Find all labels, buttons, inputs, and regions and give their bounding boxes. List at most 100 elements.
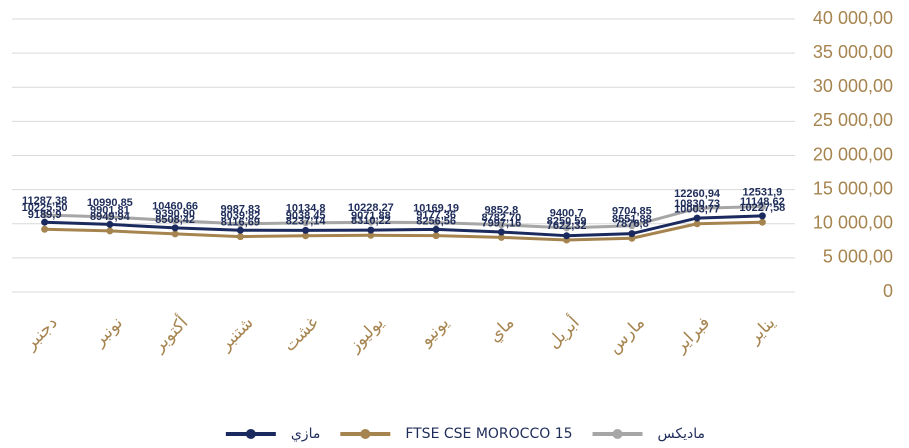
point bbox=[432, 219, 440, 227]
legend-marker bbox=[245, 429, 256, 439]
point bbox=[693, 220, 701, 228]
point bbox=[236, 226, 244, 234]
series-line bbox=[44, 214, 763, 238]
point bbox=[106, 213, 114, 221]
data-label: 8237,14 bbox=[286, 216, 327, 228]
data-label: 10990,85 bbox=[87, 197, 133, 209]
x-tick-label: أكتوبر bbox=[147, 312, 192, 357]
x-tick-label: فبراير bbox=[670, 313, 714, 357]
point bbox=[758, 218, 766, 226]
data-label: 10134,8 bbox=[286, 203, 326, 215]
data-label: 8949,94 bbox=[90, 211, 131, 223]
data-label: 10460,66 bbox=[152, 201, 198, 213]
legend-marker bbox=[612, 429, 623, 439]
data-label: 11287,38 bbox=[22, 195, 67, 207]
legend-label: مازي bbox=[291, 426, 320, 442]
point bbox=[302, 232, 310, 240]
point bbox=[171, 230, 179, 238]
x-tick-label: يناير bbox=[744, 313, 780, 349]
y-tick-label: 30 000,00 bbox=[813, 76, 893, 96]
legend-label: FTSE CSE MOROCCO 15 bbox=[405, 426, 572, 442]
series-line bbox=[44, 220, 763, 242]
y-tick-label: 5 000,00 bbox=[823, 247, 893, 267]
data-label: 10227,58 bbox=[739, 202, 785, 214]
point bbox=[171, 217, 179, 225]
point bbox=[758, 212, 766, 220]
point bbox=[432, 232, 440, 240]
point bbox=[302, 226, 310, 234]
x-tick-label: نونبر bbox=[89, 313, 127, 351]
legend-marker bbox=[360, 429, 371, 439]
x-tick-label: أبريل bbox=[542, 312, 583, 353]
point bbox=[367, 231, 375, 239]
point bbox=[41, 225, 49, 233]
point bbox=[563, 224, 571, 232]
data-label: 7622,32 bbox=[547, 220, 587, 232]
data-label: 7876,8 bbox=[615, 218, 649, 230]
point bbox=[41, 218, 49, 226]
x-tick-label: غشت bbox=[280, 313, 323, 356]
data-label: 12260,94 bbox=[674, 188, 721, 200]
point bbox=[628, 222, 636, 230]
point bbox=[236, 220, 244, 228]
data-label: 9987,83 bbox=[220, 204, 260, 216]
data-label: 10169,19 bbox=[413, 203, 459, 215]
data-label: 8782,70 bbox=[481, 212, 521, 224]
data-label: 12531,9 bbox=[742, 186, 782, 198]
point bbox=[758, 202, 766, 210]
data-label: 8551,88 bbox=[612, 214, 652, 226]
x-tick-label: ماي bbox=[485, 313, 519, 347]
point bbox=[497, 228, 505, 236]
point bbox=[497, 221, 505, 229]
point bbox=[106, 220, 114, 228]
legend-label: ماديكس bbox=[658, 426, 705, 442]
y-tick-label: 25 000,00 bbox=[813, 110, 893, 130]
data-label: 8508,42 bbox=[155, 214, 195, 226]
point bbox=[171, 224, 179, 232]
data-label: 9390,90 bbox=[155, 208, 195, 220]
y-tick-label: 10 000,00 bbox=[813, 213, 893, 233]
data-label: 10003,77 bbox=[674, 204, 720, 216]
point bbox=[236, 233, 244, 241]
data-label: 8310,22 bbox=[351, 215, 391, 227]
data-label: 8250,59 bbox=[547, 216, 587, 228]
point bbox=[693, 204, 701, 212]
data-label: 10225,50 bbox=[22, 202, 68, 214]
point bbox=[367, 226, 375, 234]
x-tick-label: شتنبر bbox=[215, 313, 257, 355]
point bbox=[497, 233, 505, 241]
data-label: 9400,7 bbox=[550, 208, 584, 220]
y-tick-label: 0 bbox=[883, 281, 893, 301]
point bbox=[693, 214, 701, 222]
data-label: 9038,45 bbox=[286, 210, 326, 222]
data-label: 9177,36 bbox=[416, 209, 456, 221]
y-tick-label: 15 000,00 bbox=[813, 178, 893, 198]
data-label: 7997,16 bbox=[481, 217, 521, 229]
data-label: 9071,88 bbox=[351, 210, 391, 222]
data-label: 9901,81 bbox=[90, 204, 130, 216]
point bbox=[302, 219, 310, 227]
point bbox=[563, 232, 571, 240]
data-label: 8116,69 bbox=[221, 217, 260, 229]
data-label: 9189,9 bbox=[28, 209, 62, 221]
data-label: 8256,56 bbox=[416, 216, 456, 228]
data-label: 11148,62 bbox=[740, 196, 785, 208]
y-tick-label: 35 000,00 bbox=[813, 42, 893, 62]
y-tick-label: 40 000,00 bbox=[813, 8, 893, 28]
series-line bbox=[44, 204, 763, 230]
data-label: 9852,8 bbox=[485, 205, 519, 217]
y-tick-label: 20 000,00 bbox=[813, 144, 893, 164]
point bbox=[432, 225, 440, 233]
x-tick-label: مارس bbox=[604, 313, 649, 358]
data-label: 9039,82 bbox=[220, 210, 260, 222]
point bbox=[628, 230, 636, 238]
point bbox=[41, 211, 49, 219]
x-tick-label: دجنبر bbox=[20, 313, 62, 355]
x-tick-label: يوليوز bbox=[344, 313, 388, 357]
data-label: 9704,85 bbox=[612, 206, 652, 218]
x-tick-label: يونيو bbox=[416, 313, 454, 351]
data-label: 10830,73 bbox=[674, 198, 720, 210]
point bbox=[367, 218, 375, 226]
data-label: 10228,27 bbox=[348, 202, 394, 214]
